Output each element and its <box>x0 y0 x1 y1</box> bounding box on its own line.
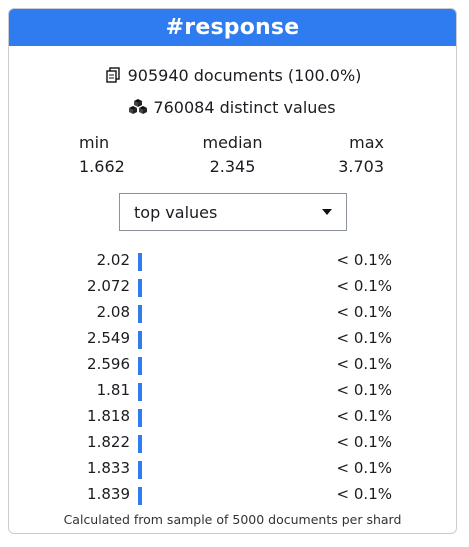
top-value-label: 1.81 <box>96 381 130 399</box>
top-value-percent: < 0.1% <box>336 303 392 321</box>
top-value-percent: < 0.1% <box>336 251 392 269</box>
top-value-label: 2.596 <box>87 355 130 373</box>
top-value-percent: < 0.1% <box>336 329 392 347</box>
distinct-values-count: 760084 distinct values <box>9 95 456 119</box>
documents-icon <box>105 67 120 83</box>
top-value-row[interactable]: 2.08 < 0.1% <box>9 299 456 325</box>
mode-select-value: top values <box>134 202 218 222</box>
top-value-bar <box>138 409 142 427</box>
top-value-percent: < 0.1% <box>336 407 392 425</box>
top-value-row[interactable]: 1.833 < 0.1% <box>9 455 456 481</box>
field-stats-panel: #response 905940 documents (100.0%) 7600… <box>8 8 457 534</box>
top-value-label: 1.839 <box>87 485 130 503</box>
stat-min-label: min <box>79 133 110 152</box>
top-value-percent: < 0.1% <box>336 381 392 399</box>
documents-count: 905940 documents (100.0%) <box>9 63 456 87</box>
top-value-row[interactable]: 2.596 < 0.1% <box>9 351 456 377</box>
top-value-label: 1.818 <box>87 407 130 425</box>
top-value-bar <box>138 279 142 297</box>
top-value-bar <box>138 305 142 323</box>
cubes-icon <box>129 99 148 114</box>
top-value-label: 1.833 <box>87 459 130 477</box>
top-value-bar <box>138 435 142 453</box>
caret-down-icon <box>322 209 332 215</box>
documents-count-text: 905940 documents (100.0%) <box>127 65 362 85</box>
stat-max: max 3.703 <box>298 131 428 179</box>
top-value-percent: < 0.1% <box>336 355 392 373</box>
top-value-percent: < 0.1% <box>336 459 392 477</box>
stats-row: min 1.662 median 2.345 max 3.703 <box>37 131 428 179</box>
field-name-header: #response <box>9 9 456 46</box>
top-value-percent: < 0.1% <box>336 277 392 295</box>
top-value-row[interactable]: 1.822 < 0.1% <box>9 429 456 455</box>
stat-max-value: 3.703 <box>338 157 384 176</box>
stat-max-label: max <box>349 133 384 152</box>
top-value-bar <box>138 357 142 375</box>
top-value-bar <box>138 331 142 349</box>
top-value-row[interactable]: 2.02 < 0.1% <box>9 247 456 273</box>
top-value-bar <box>138 253 142 271</box>
top-value-label: 2.02 <box>96 251 130 269</box>
top-value-bar <box>138 383 142 401</box>
distinct-values-text: 760084 distinct values <box>153 97 336 117</box>
top-value-row[interactable]: 1.839 < 0.1% <box>9 481 456 507</box>
sample-footnote: Calculated from sample of 5000 documents… <box>63 512 402 527</box>
top-value-label: 1.822 <box>87 433 130 451</box>
top-value-bar <box>138 461 142 479</box>
top-value-row[interactable]: 2.549 < 0.1% <box>9 325 456 351</box>
stat-median-label: median <box>202 133 263 152</box>
stat-min-value: 1.662 <box>79 157 125 176</box>
mode-select[interactable]: top values <box>119 193 347 231</box>
top-value-label: 2.072 <box>87 277 130 295</box>
top-value-percent: < 0.1% <box>336 433 392 451</box>
stat-median-value: 2.345 <box>209 157 256 176</box>
top-value-row[interactable]: 2.072 < 0.1% <box>9 273 456 299</box>
top-value-label: 2.549 <box>87 329 130 347</box>
top-values-list: 2.02 < 0.1% 2.072 < 0.1% 2.08 < 0.1% 2.549 < 0.… <box>9 247 456 507</box>
stat-min: min 1.662 <box>37 131 167 179</box>
top-value-bar <box>138 487 142 505</box>
top-value-row[interactable]: 1.81 < 0.1% <box>9 377 456 403</box>
top-value-label: 2.08 <box>96 303 130 321</box>
stat-median: median 2.345 <box>168 131 298 179</box>
top-value-percent: < 0.1% <box>336 485 392 503</box>
top-value-row[interactable]: 1.818 < 0.1% <box>9 403 456 429</box>
